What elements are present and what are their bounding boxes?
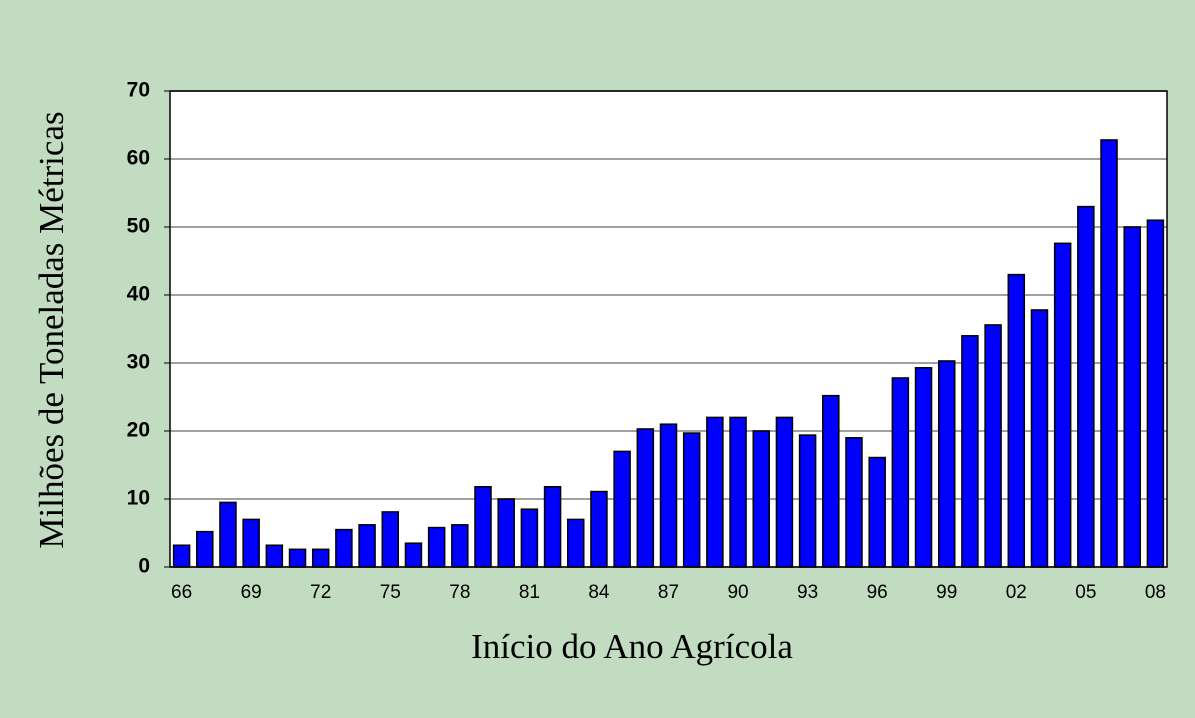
x-tick-label: 84: [588, 582, 610, 603]
bar: [427, 526, 446, 568]
bar: [1077, 205, 1095, 568]
y-tick-label: 50: [127, 215, 150, 238]
bar: [1100, 139, 1118, 568]
bar: [682, 432, 701, 568]
y-axis-title: Milhões de Toneladas Métricas: [32, 111, 71, 548]
bar: [822, 394, 840, 568]
x-tick-label: 05: [1075, 582, 1096, 603]
x-tick-label: 87: [658, 582, 679, 603]
x-tick-label: 08: [1145, 582, 1166, 603]
bar: [219, 501, 237, 568]
x-tick-label: 96: [867, 582, 888, 603]
bar: [520, 508, 539, 568]
x-tick-label: 72: [310, 582, 331, 603]
x-tick-label: 81: [519, 582, 540, 603]
y-tick-label: 0: [138, 555, 150, 578]
x-tick-label: 90: [727, 582, 748, 603]
bar: [1030, 309, 1049, 568]
bar: [1146, 219, 1165, 568]
bar: [729, 416, 747, 568]
bar: [474, 486, 492, 568]
y-tick-label: 70: [127, 79, 150, 102]
y-tick-label: 10: [127, 487, 150, 510]
y-tick-label: 20: [127, 419, 150, 442]
x-tick-label: 99: [936, 582, 957, 603]
x-tick-label: 02: [1006, 582, 1027, 603]
bar: [868, 456, 886, 568]
bar: [590, 490, 608, 568]
bar: [335, 528, 353, 568]
bar: [845, 437, 863, 568]
x-tick-label: 78: [449, 582, 470, 603]
y-tick-label: 40: [127, 283, 150, 306]
bar: [937, 360, 956, 568]
bar: [358, 524, 376, 568]
bar: [404, 542, 423, 568]
bar: [752, 430, 770, 568]
bar: [451, 524, 469, 568]
bar: [288, 548, 307, 568]
bar: [543, 486, 562, 568]
y-tick-label: 30: [127, 351, 150, 374]
bar: [196, 530, 214, 568]
bar: [613, 450, 631, 568]
bar: [706, 416, 724, 568]
bar: [311, 548, 330, 568]
y-tick-label: 60: [127, 147, 150, 170]
bar: [497, 498, 515, 568]
bar: [381, 511, 400, 568]
bar: [659, 423, 678, 568]
bar: [1123, 226, 1141, 568]
x-tick-label: 66: [171, 582, 192, 603]
bar: [984, 324, 1002, 568]
bar: [891, 377, 910, 568]
x-axis-title: Início do Ano Agrícola: [471, 627, 793, 666]
bar: [775, 416, 794, 568]
x-tick-label: 69: [241, 582, 262, 603]
bar: [172, 544, 191, 568]
bar: [798, 434, 817, 568]
bar: [961, 335, 979, 568]
bar: [1007, 273, 1026, 568]
bar: [914, 367, 933, 568]
bar: [636, 428, 655, 568]
bar: [265, 544, 284, 568]
plot-frame: [169, 90, 1168, 568]
x-tick-label: 93: [797, 582, 818, 603]
bar: [567, 518, 585, 568]
x-tick-label: 75: [380, 582, 401, 603]
bar: [1053, 242, 1072, 568]
bar: [242, 518, 260, 568]
